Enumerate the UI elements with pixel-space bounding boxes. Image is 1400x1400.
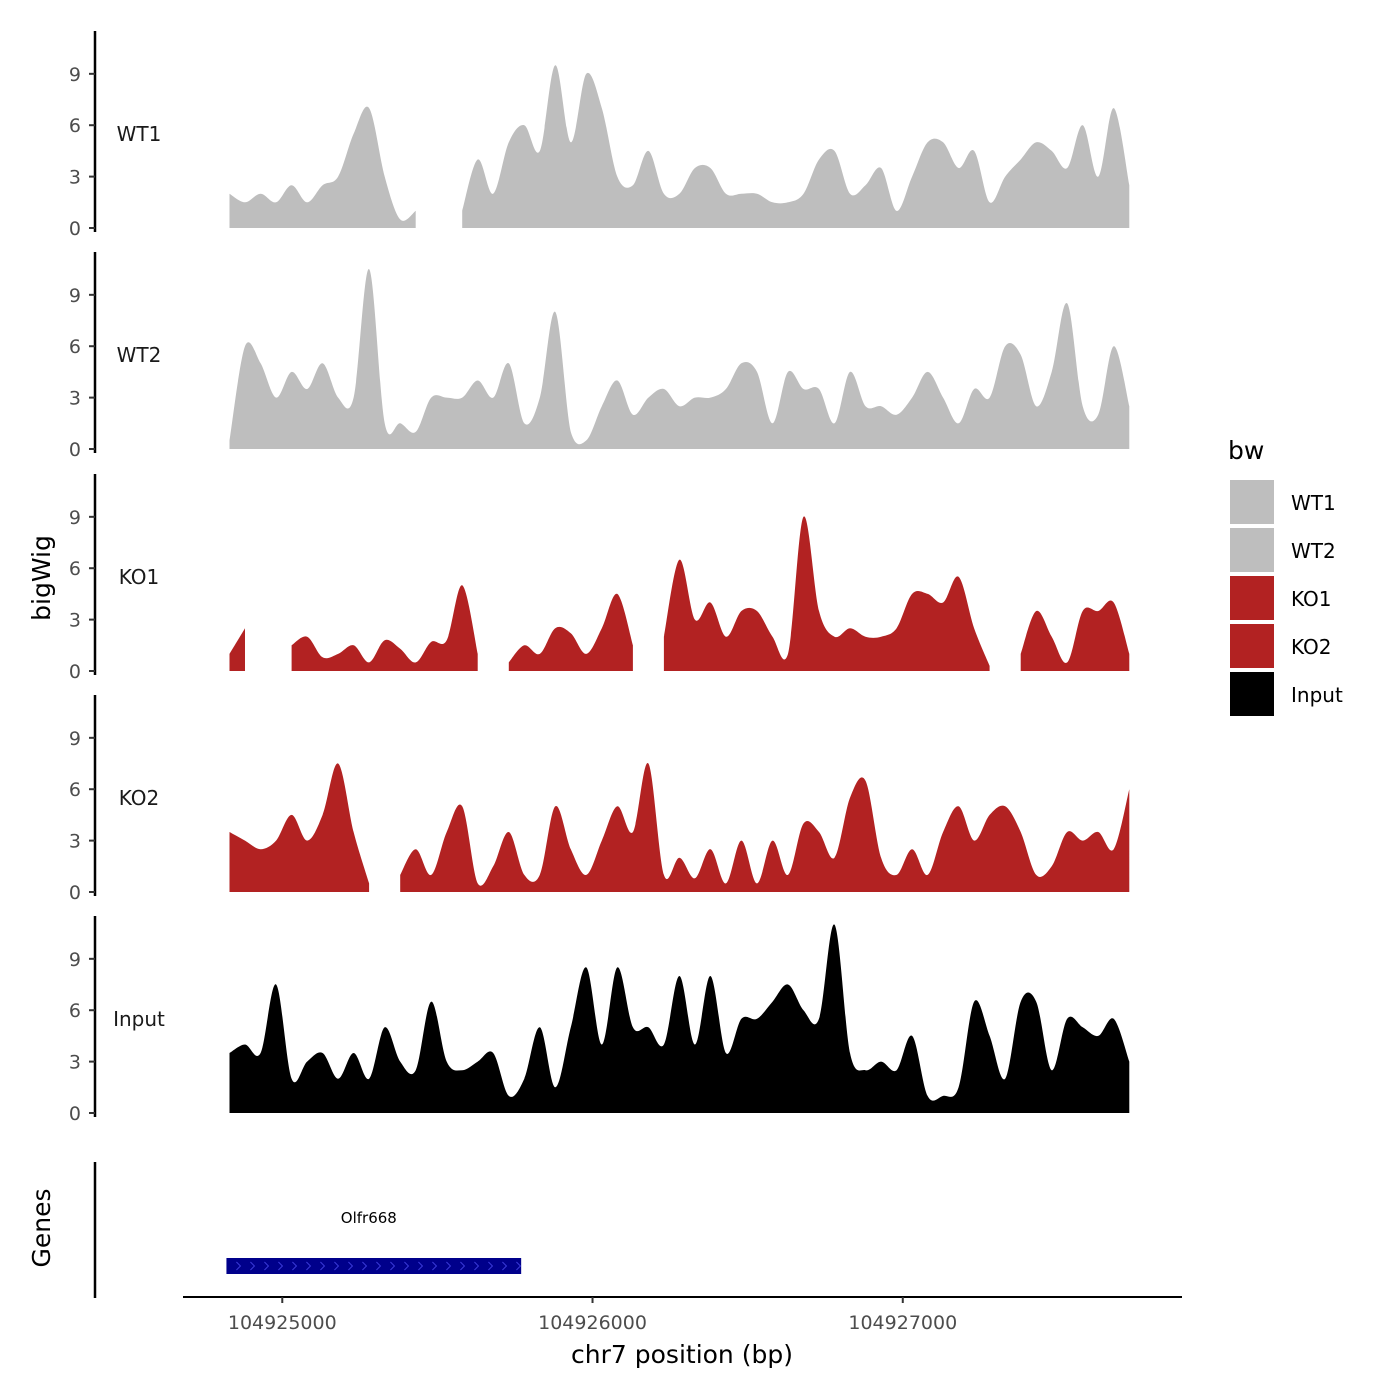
y-tick-label: 9 xyxy=(69,949,81,971)
track-label: Input xyxy=(113,1007,165,1031)
bigwig-tracks: 0 3 6 9 WT1 0 3 6 9 WT2 0 3 6 9 KO1 0 3 6 9 KO2 0 3 6 9 Input xyxy=(69,31,1130,1125)
y-tick-label: 6 xyxy=(69,115,81,137)
track-wt1: 0 3 6 9 WT1 xyxy=(69,31,1130,240)
area-input xyxy=(229,924,1130,1113)
track-label: WT1 xyxy=(117,122,162,146)
strand-arrow xyxy=(446,1261,452,1271)
y-tick-label: 6 xyxy=(69,336,81,358)
strand-arrow xyxy=(236,1261,242,1271)
track-ko1: 0 3 6 9 KO1 xyxy=(69,474,1130,683)
x-axis: 104925000 104926000 104927000 chr7 positio… xyxy=(183,1296,1182,1369)
track-wt2: 0 3 6 9 WT2 xyxy=(69,252,1130,461)
area-ko1 xyxy=(291,585,478,671)
y-tick-label: 9 xyxy=(69,728,81,750)
y-tick-label: 3 xyxy=(69,610,81,632)
strand-arrow xyxy=(264,1261,270,1271)
strand-arrow xyxy=(362,1261,368,1271)
strand-arrow xyxy=(516,1261,522,1271)
area-wt1 xyxy=(229,106,416,228)
gene-panel: Genes Olfr668 xyxy=(27,1162,522,1298)
gene-label: Olfr668 xyxy=(341,1209,397,1227)
gene-marks: Olfr668 xyxy=(226,1209,522,1274)
y-tick-label: 9 xyxy=(69,507,81,529)
gene-panel-title: Genes xyxy=(27,1188,56,1267)
y-tick-label: 0 xyxy=(69,1103,81,1125)
area-wt1 xyxy=(462,65,1130,228)
y-tick-label: 6 xyxy=(69,558,81,580)
strand-arrow xyxy=(376,1261,382,1271)
x-axis-title: chr7 position (bp) xyxy=(571,1340,793,1369)
strand-arrow xyxy=(292,1261,298,1271)
y-tick-label: 9 xyxy=(69,64,81,86)
area-wt2 xyxy=(229,268,1130,449)
x-tick-label: 104926000 xyxy=(538,1312,647,1334)
y-axis-title: bigWig xyxy=(27,535,56,621)
area-ko1 xyxy=(1020,600,1130,671)
legend-label: WT1 xyxy=(1291,491,1336,515)
y-tick-label: 6 xyxy=(69,1000,81,1022)
y-tick-label: 0 xyxy=(69,882,81,904)
strand-arrow xyxy=(474,1261,480,1271)
legend-swatch xyxy=(1230,528,1274,572)
strand-arrow xyxy=(334,1261,340,1271)
legend-label: KO1 xyxy=(1291,587,1332,611)
strand-arrow xyxy=(460,1261,466,1271)
track-label: KO2 xyxy=(119,786,160,810)
track-label: KO1 xyxy=(119,565,160,589)
area-ko1 xyxy=(229,628,245,671)
y-tick-label: 0 xyxy=(69,661,81,683)
legend-swatch xyxy=(1230,576,1274,620)
area-ko1 xyxy=(508,593,633,671)
y-tick-label: 9 xyxy=(69,285,81,307)
area-ko2 xyxy=(229,763,370,892)
strand-arrow xyxy=(390,1261,396,1271)
y-tick-label: 3 xyxy=(69,388,81,410)
strand-arrow xyxy=(306,1261,312,1271)
strand-arrow xyxy=(432,1261,438,1271)
strand-arrow xyxy=(278,1261,284,1271)
strand-arrow xyxy=(502,1261,508,1271)
area-ko1 xyxy=(663,516,990,671)
strand-arrow xyxy=(348,1261,354,1271)
strand-arrow xyxy=(404,1261,410,1271)
legend-label: Input xyxy=(1291,683,1343,707)
y-tick-label: 3 xyxy=(69,167,81,189)
strand-arrow xyxy=(250,1261,256,1271)
legend: bw WT1 WT2 KO1 KO2 Input xyxy=(1228,436,1343,716)
y-tick-label: 0 xyxy=(69,439,81,461)
legend-title: bw xyxy=(1228,436,1264,465)
legend-entries: WT1 WT2 KO1 KO2 Input xyxy=(1230,480,1343,716)
y-tick-label: 6 xyxy=(69,779,81,801)
legend-label: WT2 xyxy=(1291,539,1336,563)
x-ticks: 104925000 104926000 104927000 xyxy=(228,1297,957,1334)
track-input: 0 3 6 9 Input xyxy=(69,916,1130,1125)
strand-arrow xyxy=(488,1261,494,1271)
x-tick-label: 104927000 xyxy=(848,1312,957,1334)
y-tick-label: 3 xyxy=(69,831,81,853)
area-ko2 xyxy=(400,762,1130,892)
legend-swatch xyxy=(1230,624,1274,668)
legend-swatch xyxy=(1230,672,1274,716)
gene-body xyxy=(226,1258,522,1274)
strand-arrow xyxy=(418,1261,424,1271)
y-tick-label: 0 xyxy=(69,218,81,240)
strand-arrow xyxy=(320,1261,326,1271)
track-label: WT2 xyxy=(117,343,162,367)
legend-label: KO2 xyxy=(1291,635,1332,659)
x-tick-label: 104925000 xyxy=(228,1312,337,1334)
track-ko2: 0 3 6 9 KO2 xyxy=(69,695,1130,904)
legend-swatch xyxy=(1230,480,1274,524)
y-tick-label: 3 xyxy=(69,1052,81,1074)
